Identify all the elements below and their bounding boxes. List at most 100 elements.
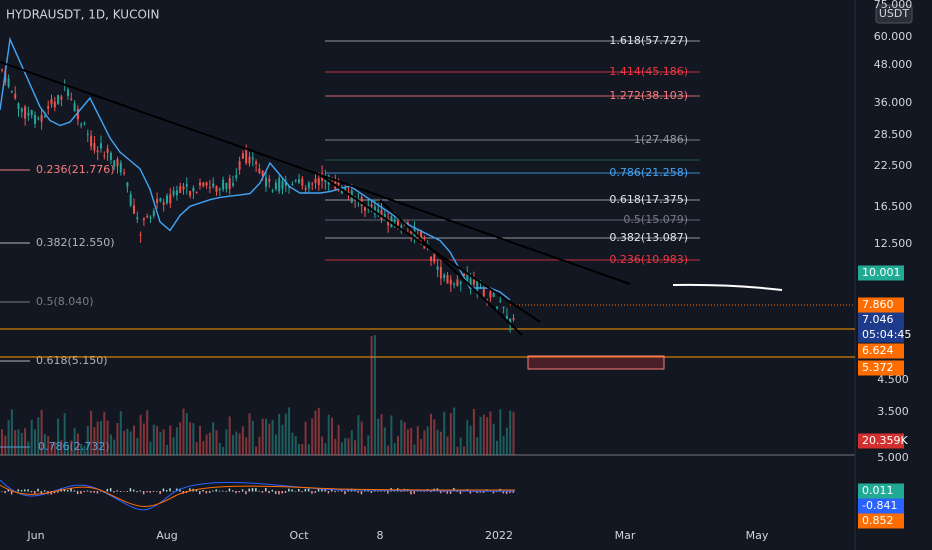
candle bbox=[189, 190, 192, 196]
histogram bbox=[199, 491, 201, 495]
candle bbox=[291, 184, 294, 186]
volume bbox=[192, 423, 195, 455]
candle bbox=[57, 94, 60, 104]
fib-label: 0.236(21.776) bbox=[36, 163, 115, 176]
volume bbox=[113, 439, 116, 455]
histogram bbox=[271, 489, 274, 492]
histogram bbox=[116, 490, 118, 492]
volume bbox=[1, 429, 3, 455]
candle bbox=[146, 216, 149, 218]
histogram bbox=[152, 491, 155, 492]
volume bbox=[436, 429, 439, 455]
candle bbox=[60, 96, 63, 100]
currency-button-label[interactable]: USDT bbox=[879, 7, 910, 20]
candle bbox=[116, 159, 119, 167]
candle bbox=[238, 161, 241, 170]
histogram bbox=[222, 490, 224, 492]
axes: 75.000 60.000 48.000 36.000 28.500 22.500 16.5… bbox=[26, 0, 912, 542]
candle bbox=[314, 178, 317, 183]
candle bbox=[294, 180, 297, 182]
candle bbox=[50, 99, 53, 105]
volume bbox=[307, 444, 310, 455]
histogram bbox=[377, 491, 379, 492]
candle bbox=[370, 204, 373, 207]
volume bbox=[271, 420, 274, 455]
histogram bbox=[251, 488, 254, 492]
candle bbox=[373, 206, 376, 215]
histogram bbox=[492, 491, 495, 494]
box bbox=[527, 355, 665, 370]
fib-label: 0.236(10.983) bbox=[609, 253, 688, 266]
symbol-title: HYDRAUSDT, 1D, KUCOIN bbox=[6, 8, 159, 22]
price-label: 16.500 bbox=[874, 200, 913, 213]
volume bbox=[416, 426, 419, 455]
candle bbox=[185, 184, 188, 187]
volume bbox=[53, 441, 56, 455]
signal bbox=[0, 484, 516, 508]
candle bbox=[53, 101, 56, 108]
candle bbox=[152, 210, 155, 216]
histogram bbox=[439, 491, 442, 494]
histogram bbox=[208, 491, 211, 493]
candle bbox=[119, 163, 122, 173]
candle bbox=[486, 299, 489, 301]
volume bbox=[499, 409, 502, 455]
histogram bbox=[314, 491, 316, 493]
histogram bbox=[195, 489, 198, 492]
histogram bbox=[245, 491, 247, 495]
price-label: 48.000 bbox=[874, 58, 913, 71]
volume bbox=[73, 427, 76, 455]
price-badge-label: 0.852 bbox=[862, 514, 894, 527]
candle bbox=[126, 182, 129, 187]
histogram bbox=[311, 491, 313, 494]
histogram bbox=[7, 488, 10, 492]
currency-button[interactable] bbox=[875, 4, 913, 24]
histogram bbox=[80, 491, 82, 494]
histogram bbox=[304, 488, 307, 492]
price-label: 12.500 bbox=[874, 237, 913, 250]
candle bbox=[232, 183, 234, 186]
volume bbox=[40, 409, 43, 455]
candle bbox=[274, 182, 277, 190]
histogram bbox=[133, 489, 135, 492]
trend-line bbox=[0, 61, 631, 285]
histogram bbox=[90, 491, 92, 493]
histogram bbox=[502, 491, 505, 494]
volume bbox=[238, 433, 241, 455]
volume bbox=[463, 446, 465, 455]
candle bbox=[255, 161, 258, 164]
volume bbox=[103, 411, 106, 455]
volume bbox=[90, 410, 93, 455]
histogram bbox=[212, 490, 214, 492]
price-badge-label: 5.372 bbox=[862, 361, 894, 374]
candle bbox=[159, 198, 162, 202]
histogram bbox=[17, 489, 19, 492]
histogram bbox=[106, 488, 109, 492]
histogram bbox=[34, 491, 36, 494]
volume bbox=[80, 443, 83, 455]
fib-label: 0.5(15.079) bbox=[623, 213, 688, 226]
histogram bbox=[288, 488, 290, 492]
histogram bbox=[294, 490, 297, 492]
candle bbox=[364, 207, 366, 212]
candle bbox=[469, 278, 472, 288]
histogram bbox=[50, 491, 52, 495]
volume bbox=[403, 422, 406, 455]
histogram bbox=[215, 489, 217, 492]
volume bbox=[195, 442, 198, 455]
histogram bbox=[57, 491, 59, 493]
fib-label: 1.414(45.186) bbox=[609, 65, 688, 78]
candle bbox=[439, 267, 442, 279]
candle bbox=[17, 103, 20, 110]
candle bbox=[199, 182, 201, 186]
histogram bbox=[172, 491, 175, 492]
candle bbox=[149, 217, 152, 219]
candle bbox=[245, 149, 248, 164]
volume bbox=[116, 423, 119, 455]
candle bbox=[456, 279, 459, 286]
time-label: 8 bbox=[377, 529, 384, 542]
volume bbox=[364, 446, 366, 455]
candle bbox=[113, 160, 116, 167]
histogram bbox=[380, 490, 382, 492]
volume bbox=[7, 420, 10, 455]
